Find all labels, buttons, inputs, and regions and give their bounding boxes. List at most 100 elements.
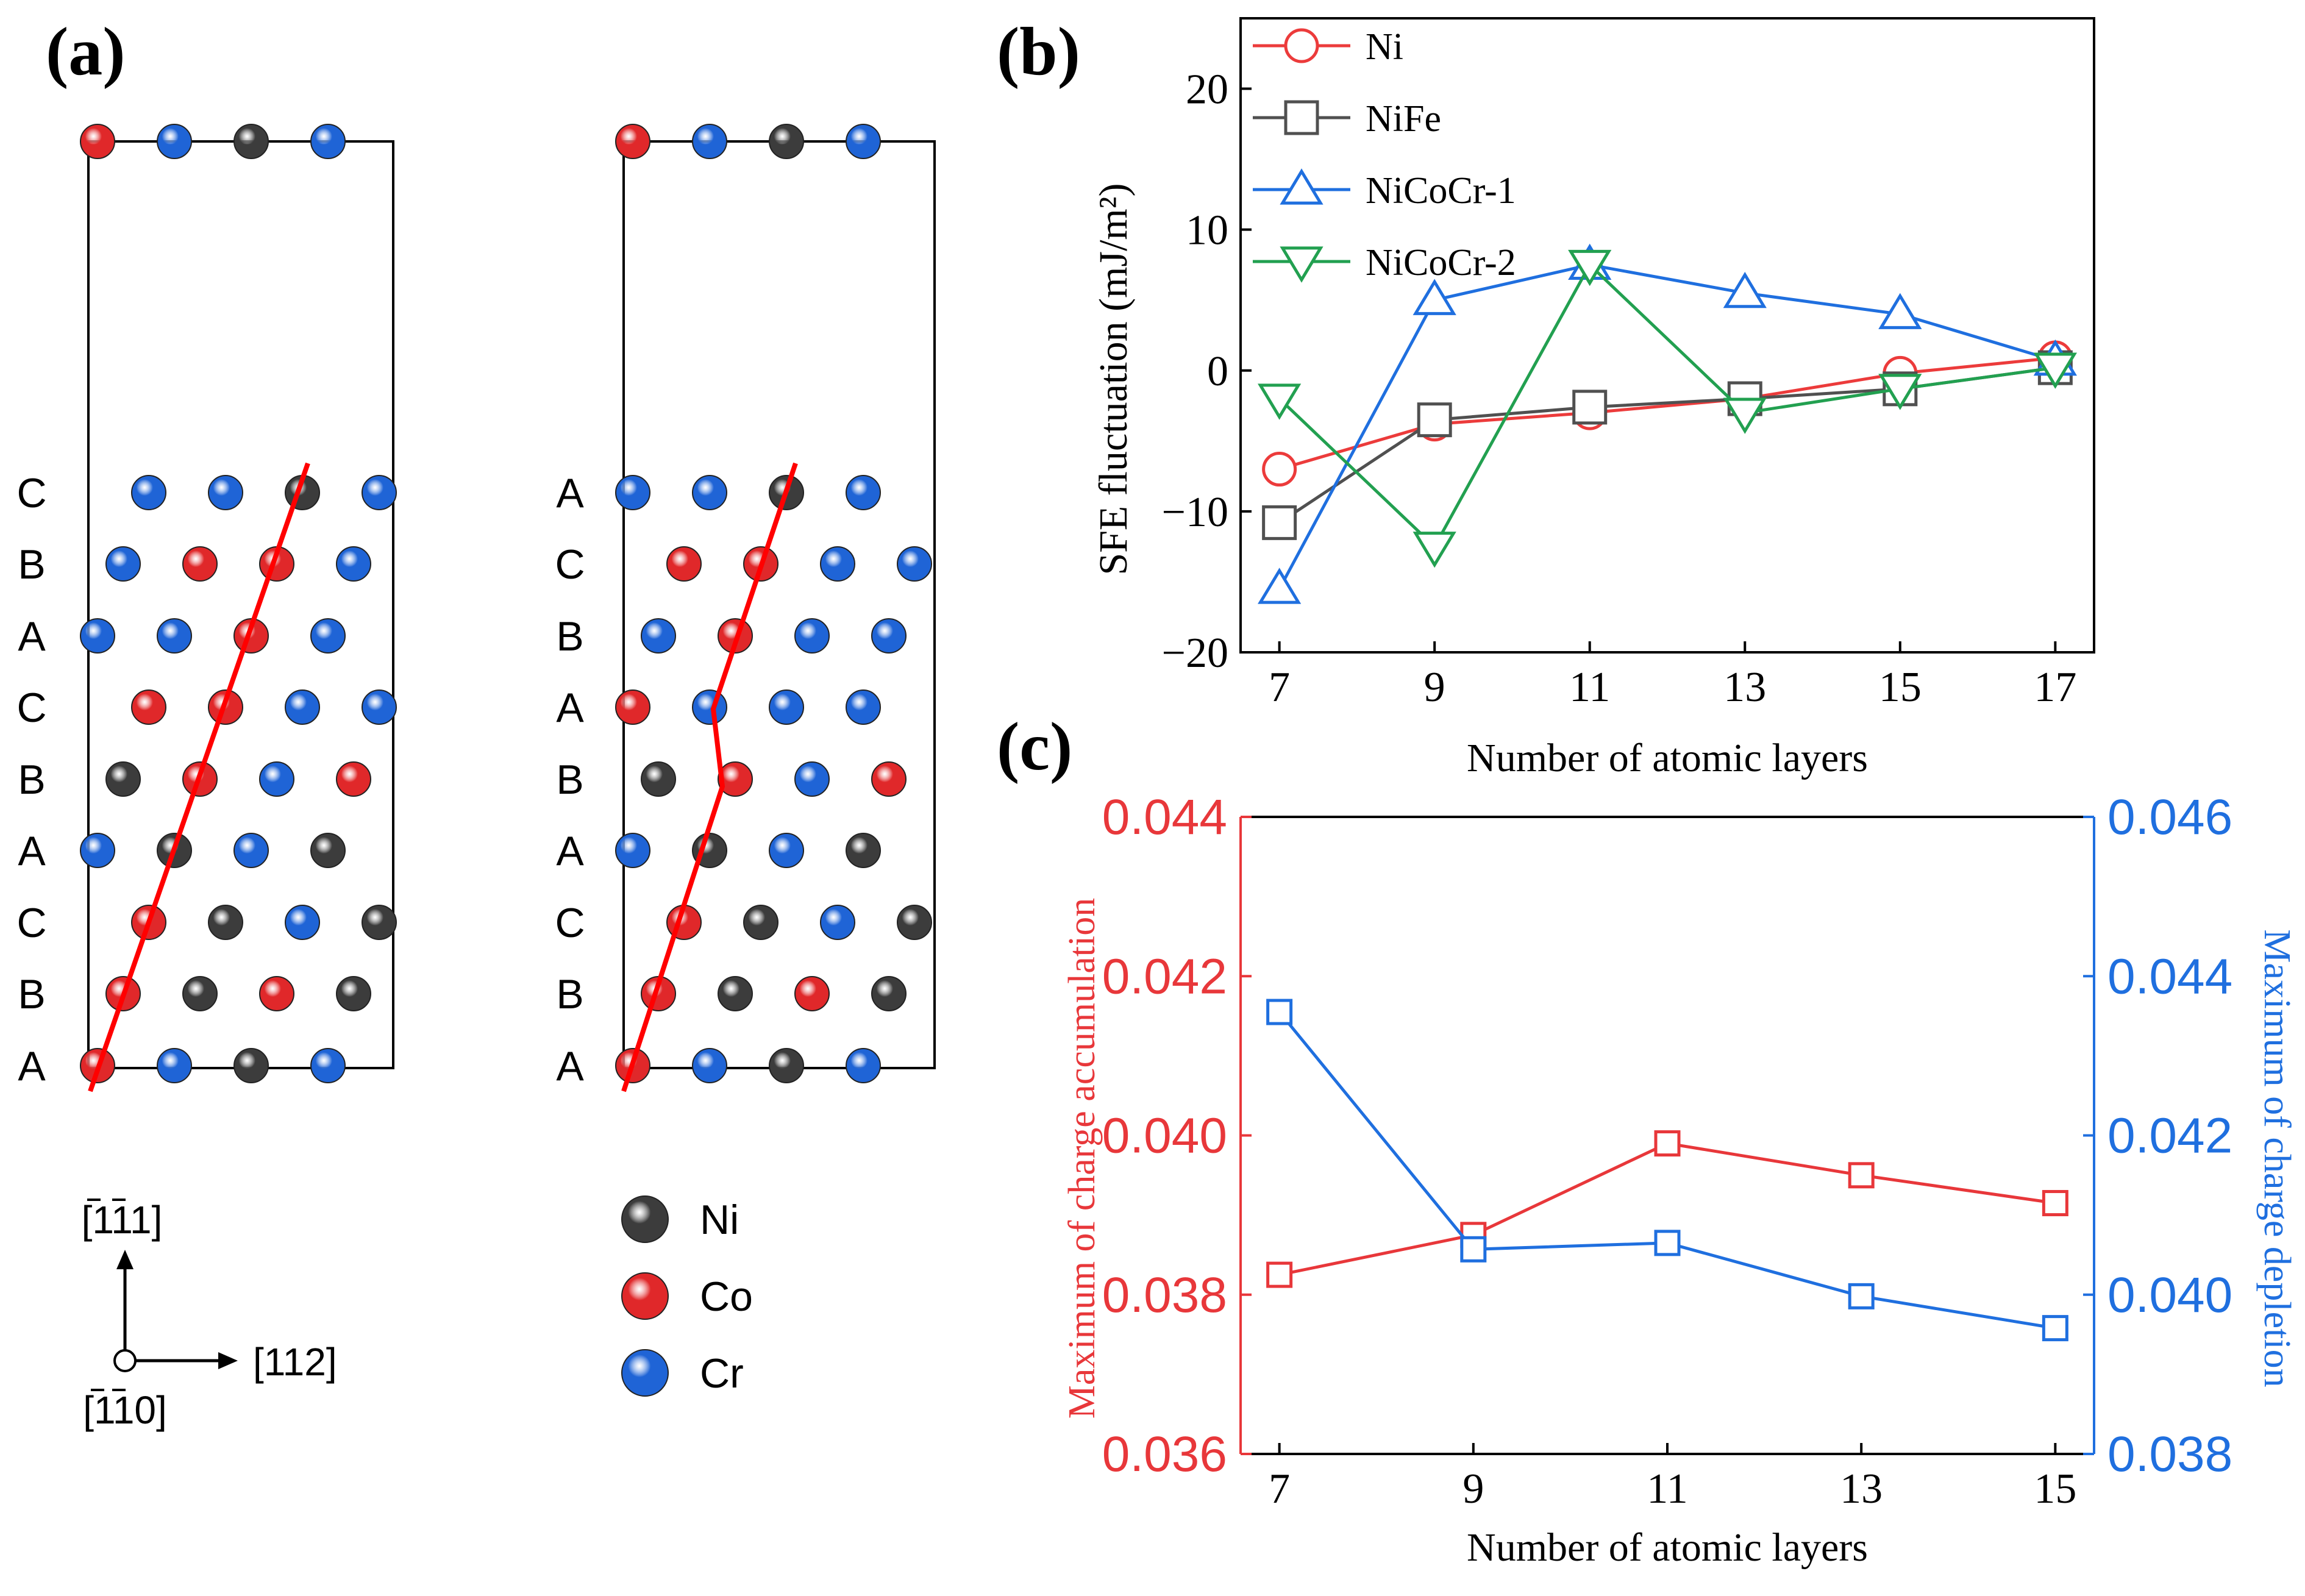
b-xtick-label: 17 <box>2034 664 2076 711</box>
atom-cr <box>310 618 346 654</box>
atom-cr <box>336 546 371 582</box>
atom-cr <box>362 475 397 510</box>
c-left-ytick-label: 0.044 <box>1102 789 1227 845</box>
atom-cr <box>80 618 115 654</box>
atom-ni <box>846 833 881 868</box>
b-xtick-label: 11 <box>1569 664 1610 711</box>
layer-label: B <box>556 757 583 803</box>
atom-cr <box>621 1349 669 1397</box>
b-point-nicocr-1 <box>1878 293 1922 329</box>
c-point-right <box>1460 1236 1487 1263</box>
atom-cr <box>641 618 676 654</box>
c-point-right <box>1848 1283 1875 1309</box>
atom-cr <box>897 546 932 582</box>
atom-cr <box>692 124 727 159</box>
c-point-right <box>1266 999 1293 1025</box>
atom-cr <box>794 618 830 654</box>
atom-co <box>336 761 371 797</box>
atom-ni <box>233 124 269 159</box>
atom-cr <box>157 124 192 159</box>
atom-co <box>80 124 115 159</box>
atoms-left <box>80 124 397 1083</box>
legend-label-cr: Cr <box>700 1350 744 1397</box>
atom-ni <box>310 833 346 868</box>
b-ytick-label: 0 <box>1207 348 1228 395</box>
layer-label: B <box>556 971 583 1017</box>
b-point-nicocr-2 <box>1413 532 1456 568</box>
b-ytick-label: 10 <box>1186 207 1228 254</box>
c-right-ylabel: Maximum of charge depletion <box>2256 929 2298 1387</box>
sfe-chart: 7 9 11 13 15 17 −20 −10 0 10 20 Ni NiFe NiCoCr-1 NiCoC… <box>1162 17 2095 711</box>
c-xtick-label: 13 <box>1840 1466 1883 1512</box>
atom-co <box>131 689 166 725</box>
axis-horizontal-label: [112] <box>253 1340 337 1384</box>
b-xtick-label: 9 <box>1424 664 1445 711</box>
atom-cr <box>285 689 320 725</box>
b-plot-frame <box>1239 17 2095 654</box>
atom-co <box>794 976 830 1011</box>
atom-ni <box>718 976 753 1011</box>
b-point-nicocr-2 <box>1258 383 1302 420</box>
layer-label: A <box>18 828 46 874</box>
atom-co <box>621 1272 669 1320</box>
c-xlabel: Number of atomic layers <box>1467 1525 1868 1570</box>
c-left-ytick-label: 0.042 <box>1102 949 1227 1004</box>
b-point-nife <box>1417 402 1452 438</box>
atom-cr <box>846 124 881 159</box>
c-point-left <box>2042 1190 2068 1217</box>
c-point-left <box>1266 1261 1293 1288</box>
b-point-nicocr-2 <box>2033 352 2077 389</box>
atom-cr <box>794 761 830 797</box>
b-point-ni <box>1262 452 1297 487</box>
atom-ni <box>182 976 218 1011</box>
b-legend-label: NiFe <box>1366 98 1441 140</box>
atom-cr <box>769 689 804 725</box>
atom-cr <box>820 546 855 582</box>
charge-chart: 7 9 11 13 15 0.036 0.038 0.040 0.042 0.044 0.038 0.… <box>1102 789 2232 1512</box>
legend-label-co: Co <box>700 1274 753 1320</box>
b-legend-label: Ni <box>1366 26 1403 68</box>
b-xtick-label: 7 <box>1269 664 1290 711</box>
c-point-right <box>1654 1230 1681 1256</box>
b-ylabel: SFE fluctuation (mJ/m²) <box>1091 183 1136 575</box>
b-point-nicocr-2 <box>1878 374 1922 410</box>
atom-ni <box>208 905 243 940</box>
atom-cr <box>208 475 243 510</box>
b-legend-label: NiCoCr-2 <box>1366 242 1516 283</box>
crystal-axes: [111] [112] [110] <box>82 1198 337 1432</box>
axis-vertical-arrowhead <box>116 1250 134 1269</box>
layer-label: A <box>556 828 584 874</box>
atom-cr <box>157 618 192 654</box>
b-legend-marker <box>1284 100 1319 135</box>
layer-label: C <box>555 900 585 946</box>
panel-c-label: (c) <box>997 709 1072 785</box>
axis-horizontal-arrowhead <box>218 1352 238 1369</box>
atom-cr <box>615 833 650 868</box>
atom-cr <box>692 1048 727 1083</box>
b-xtick-label: 13 <box>1723 664 1766 711</box>
layer-label: B <box>18 971 45 1017</box>
layer-label: A <box>18 613 46 660</box>
b-series-line-nife <box>1278 366 2056 524</box>
atom-cr <box>362 689 397 725</box>
atom-cr <box>692 689 727 725</box>
atom-ni <box>105 761 141 797</box>
atom-cr <box>692 475 727 510</box>
layer-label: C <box>16 470 46 516</box>
b-ytick-label: −10 <box>1162 489 1228 536</box>
atom-cr <box>105 546 141 582</box>
b-legend-label: NiCoCr-1 <box>1366 170 1516 212</box>
b-point-nicocr-1 <box>1723 271 1767 308</box>
c-right-ytick-label: 0.038 <box>2107 1427 2232 1482</box>
c-xtick-label: 7 <box>1269 1466 1290 1512</box>
atom-ni <box>233 1048 269 1083</box>
slip-line-left <box>88 462 310 1092</box>
atom-cr <box>846 689 881 725</box>
layer-label: C <box>16 685 46 731</box>
atom-co <box>182 546 218 582</box>
atom-co <box>615 689 650 725</box>
panel-b-label: (b) <box>997 14 1080 90</box>
atom-ni <box>897 905 932 940</box>
